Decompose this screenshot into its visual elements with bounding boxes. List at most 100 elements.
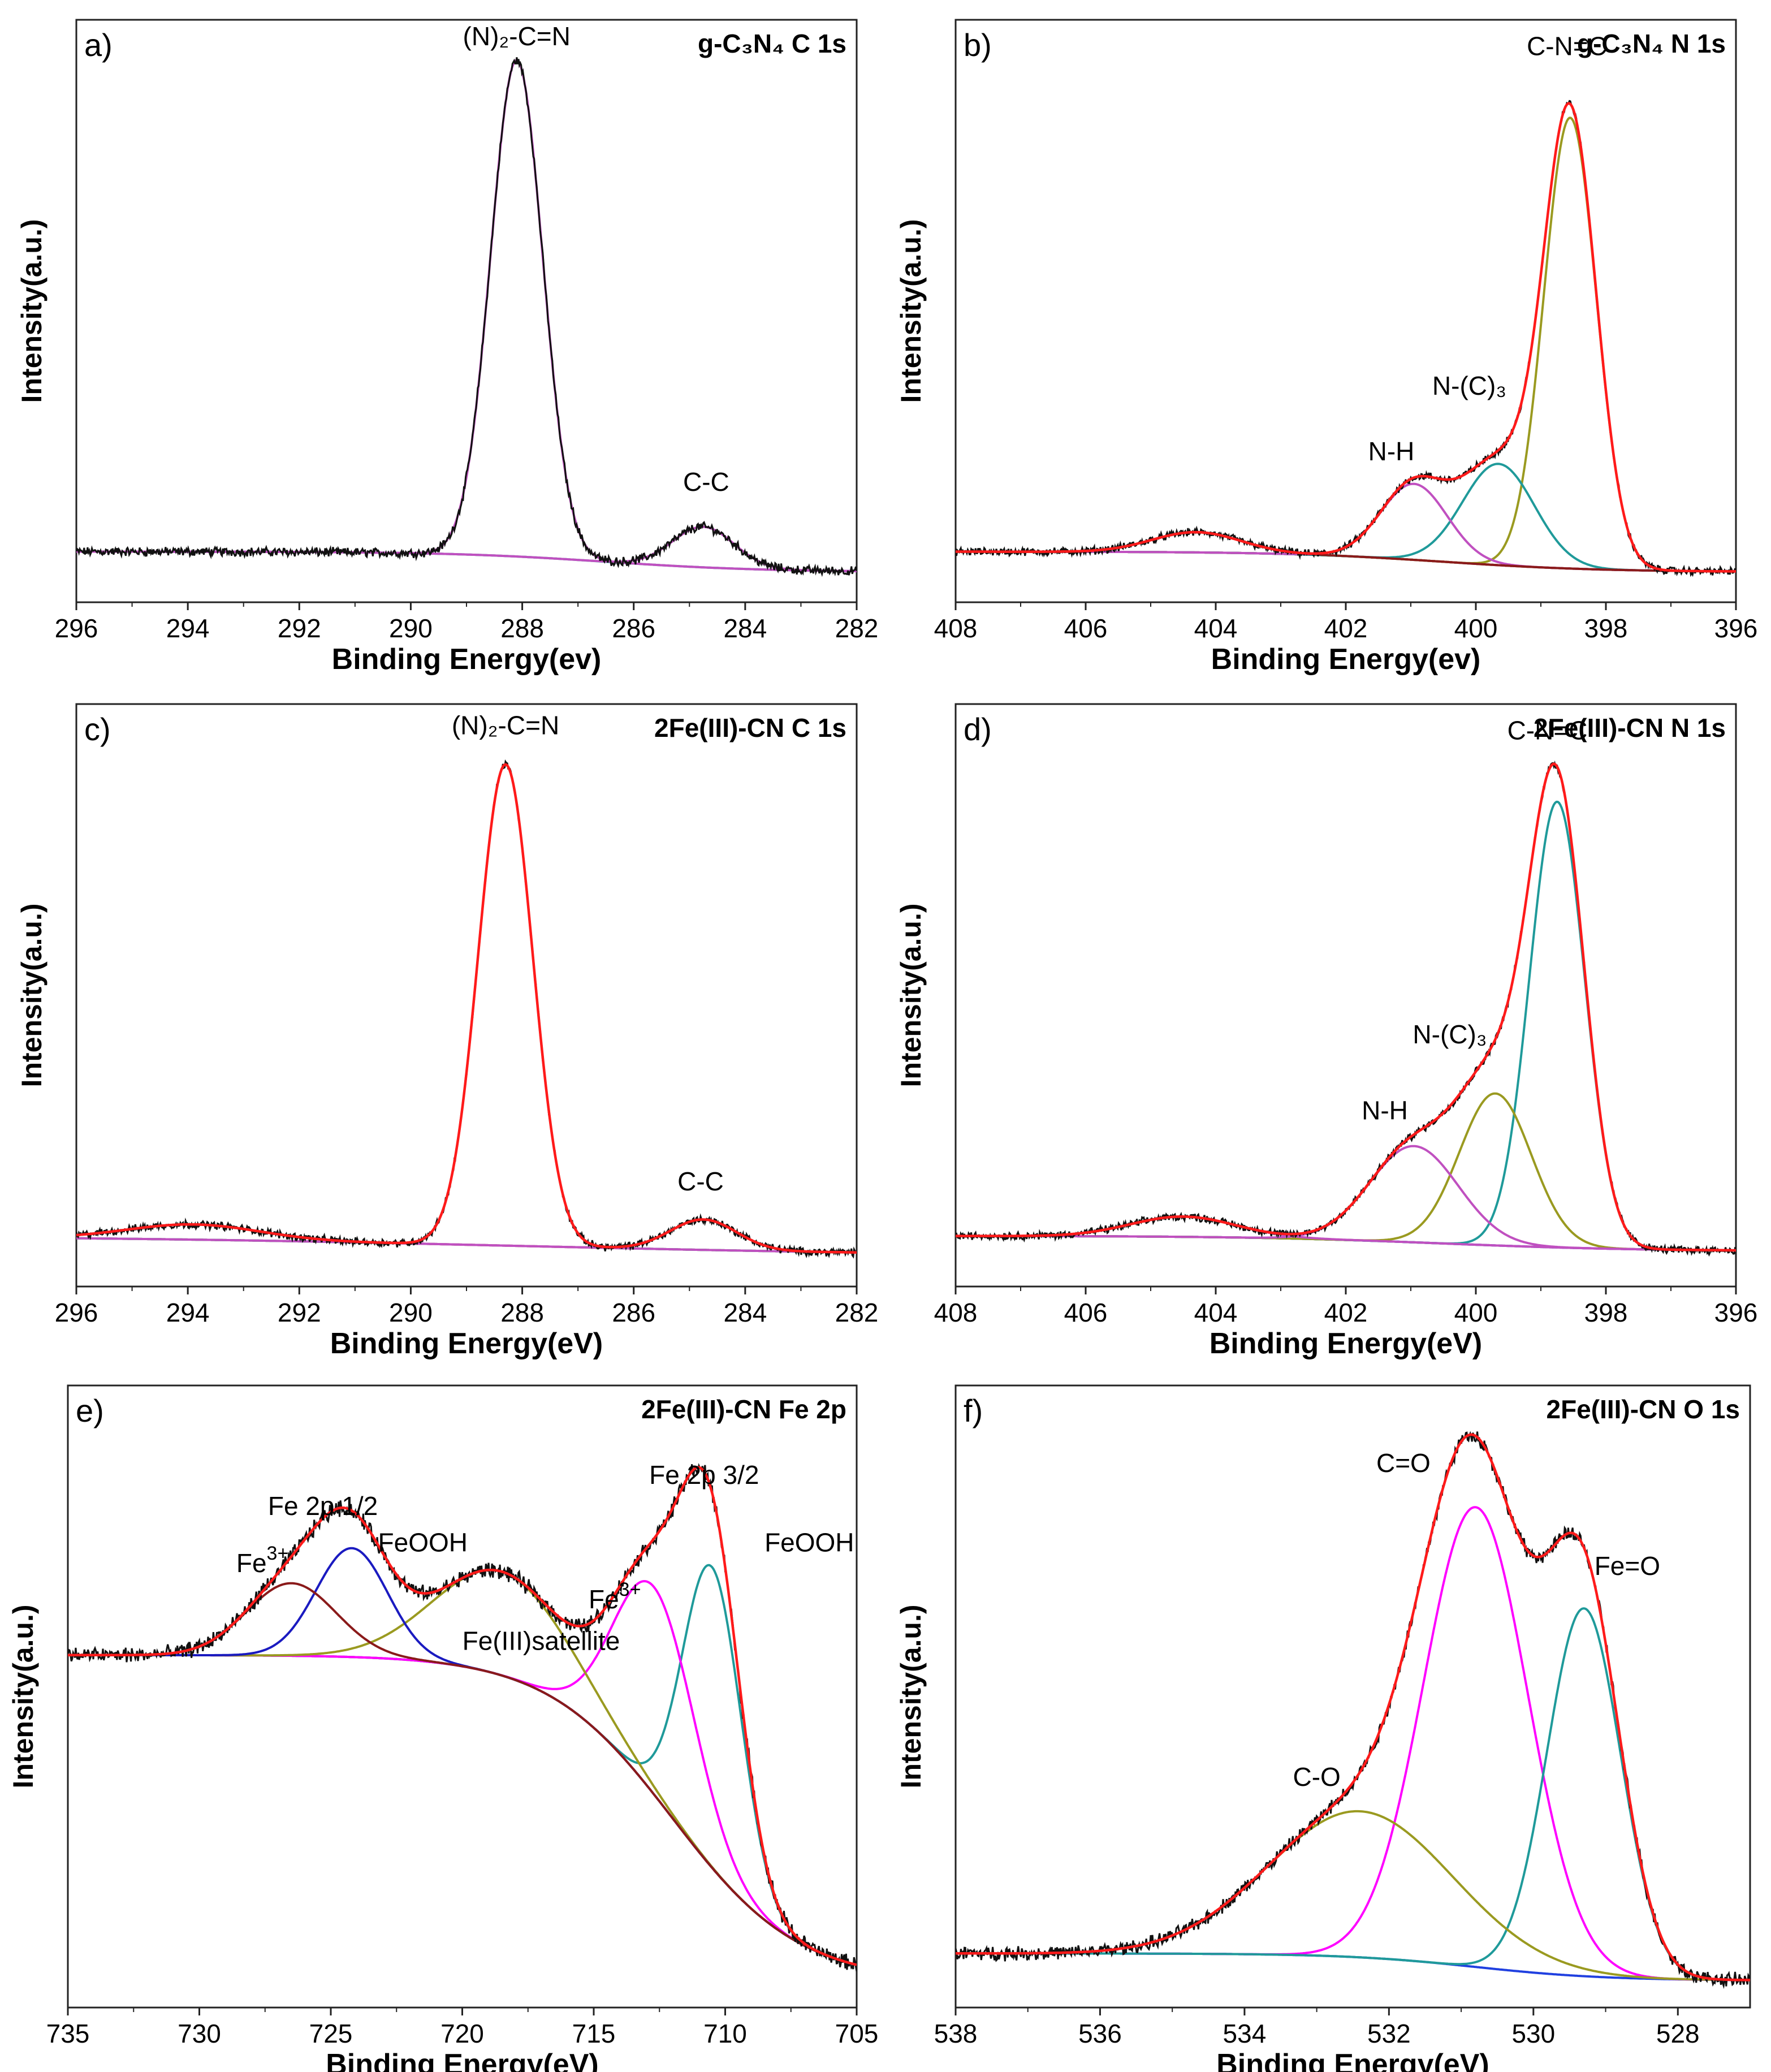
panel-title: 2Fe(III)-CN Fe 2p	[641, 1395, 846, 1424]
x-tick-label: 735	[46, 2019, 90, 2048]
x-tick-label: 406	[1064, 614, 1108, 643]
x-tick-label: 538	[934, 2019, 978, 2048]
peak-label: Fe=O	[1595, 1551, 1660, 1581]
panel-a: 296 294 292 290 288 286 284 282 Binding Energy(e…	[16, 19, 879, 676]
x-tick-label: 288	[500, 614, 544, 643]
peak-label-fe3: Fe3+	[236, 1543, 288, 1578]
peak-label: N-(C)₃	[1432, 371, 1506, 400]
peak-label: C-C	[677, 1167, 724, 1196]
x-tick-label: 282	[835, 614, 879, 643]
x-axis-title: Binding Energy(ev)	[332, 643, 602, 676]
x-tick-label: 705	[835, 2019, 879, 2048]
x-tick-label: 296	[55, 614, 98, 643]
x-tick-label: 408	[934, 614, 978, 643]
y-axis-title: Intensity(a.u.)	[895, 1604, 927, 1788]
fit-envelope	[956, 102, 1736, 573]
peak-label: N-H	[1368, 437, 1415, 466]
peak-label: FeOOH	[764, 1527, 854, 1557]
x-tick-label: 292	[278, 614, 321, 643]
peak-label-fe3: Fe3+	[589, 1579, 641, 1614]
peak-label: Fe(III)satellite	[463, 1626, 620, 1656]
x-tick-label: 396	[1714, 614, 1758, 643]
peak-label: FeOOH	[378, 1527, 468, 1557]
x-tick-label: 400	[1454, 614, 1498, 643]
x-tick-label: 402	[1324, 614, 1368, 643]
panel-f: 538 536 534 532 530 528 Binding Energy(eV) Inte…	[895, 1384, 1751, 2072]
panel-letter: e)	[76, 1393, 104, 1428]
x-tick-label: 530	[1511, 2019, 1555, 2048]
plot-area	[76, 57, 857, 577]
peak-label: C-N=C	[1527, 32, 1607, 61]
x-tick-label: 294	[166, 1298, 210, 1327]
fit-envelope	[76, 763, 857, 1254]
peak-label: N-(C)₃	[1413, 1020, 1487, 1049]
peak-label: (N)₂-C=N	[452, 711, 559, 740]
x-tick-label: 402	[1324, 1298, 1368, 1327]
plot-area	[956, 100, 1736, 577]
panel-letter: c)	[84, 711, 111, 747]
x-tick-label: 288	[500, 1298, 544, 1327]
panel-title: g-C₃N₄ N 1s	[1577, 29, 1726, 58]
panel-letter: a)	[84, 27, 113, 63]
x-axis-title: Binding Energy(eV)	[330, 1327, 603, 1360]
panel-c: 296 294 292 290 288 286 284 282 Binding Energy(e…	[16, 703, 879, 1360]
x-tick-label: 294	[166, 614, 210, 643]
x-tick-label: 292	[278, 1298, 321, 1327]
x-tick-label: 534	[1223, 2019, 1267, 2048]
plot-area	[956, 760, 1736, 1257]
x-tick-label: 536	[1078, 2019, 1122, 2048]
fit-envelope	[68, 1466, 857, 1966]
x-tick-label: 730	[178, 2019, 221, 2048]
x-tick-label: 725	[309, 2019, 353, 2048]
x-tick-label: 286	[612, 614, 655, 643]
panel-letter: f)	[964, 1393, 983, 1428]
x-tick-label: 398	[1584, 614, 1628, 643]
x-tick-label: 404	[1194, 1298, 1238, 1327]
x-tick-label: 720	[440, 2019, 484, 2048]
x-tick-label: 290	[389, 1298, 433, 1327]
x-tick-label: 286	[612, 1298, 655, 1327]
x-tick-label: 282	[835, 1298, 879, 1327]
x-axis-title: Binding Energy(eV)	[1216, 2048, 1489, 2072]
x-tick-label: 398	[1584, 1298, 1628, 1327]
panel-title: 2Fe(III)-CN N 1s	[1534, 713, 1726, 743]
x-tick-label: 532	[1367, 2019, 1411, 2048]
x-tick-label: 284	[723, 614, 767, 643]
x-tick-label: 408	[934, 1298, 978, 1327]
peak-label: C-O	[1293, 1762, 1340, 1792]
panel-title: 2Fe(III)-CN O 1s	[1546, 1395, 1740, 1424]
peak-label: C=O	[1376, 1448, 1431, 1478]
peak-label: Fe 2p 1/2	[268, 1491, 378, 1521]
peak-label: C-N=C	[1507, 716, 1588, 745]
plot-frame	[954, 1384, 1751, 2009]
x-tick-label: 396	[1714, 1298, 1758, 1327]
x-tick-label: 710	[703, 2019, 747, 2048]
plot-area	[76, 759, 857, 1259]
fit-envelope	[956, 762, 1736, 1252]
panel-b: 408 406 404 402 400 398 396 Binding Energy(ev) I…	[895, 19, 1758, 676]
x-tick-label: 715	[572, 2019, 616, 2048]
x-tick-label: 400	[1454, 1298, 1498, 1327]
x-tick-label: 528	[1656, 2019, 1700, 2048]
peak-label: N-H	[1362, 1095, 1408, 1125]
fit-envelope	[956, 1433, 1750, 1982]
y-axis-title: Intensity(a.u.)	[16, 219, 47, 403]
x-axis-title: Binding Energy(eV)	[1210, 1327, 1482, 1360]
x-tick-label: 290	[389, 614, 433, 643]
x-tick-label: 284	[723, 1298, 767, 1327]
y-axis-title: Intensity(a.u.)	[7, 1604, 39, 1788]
plot-area	[956, 1431, 1750, 1989]
y-axis-title: Intensity(a.u.)	[16, 903, 47, 1087]
x-axis-title: Binding Energy(eV)	[326, 2048, 598, 2072]
panel-title: 2Fe(III)-CN C 1s	[654, 713, 846, 743]
plot-area	[68, 1462, 857, 1972]
peak-label: Fe 2p 3/2	[649, 1460, 759, 1490]
panel-d: 408 406 404 402 400 398 396 Binding Energy(eV) I…	[895, 703, 1758, 1360]
x-tick-label: 296	[55, 1298, 98, 1327]
x-axis-title: Binding Energy(ev)	[1211, 643, 1481, 676]
panel-title: g-C₃N₄ C 1s	[698, 29, 846, 58]
panel-letter: d)	[964, 711, 992, 747]
y-axis-title: Intensity(a.u.)	[895, 219, 927, 403]
